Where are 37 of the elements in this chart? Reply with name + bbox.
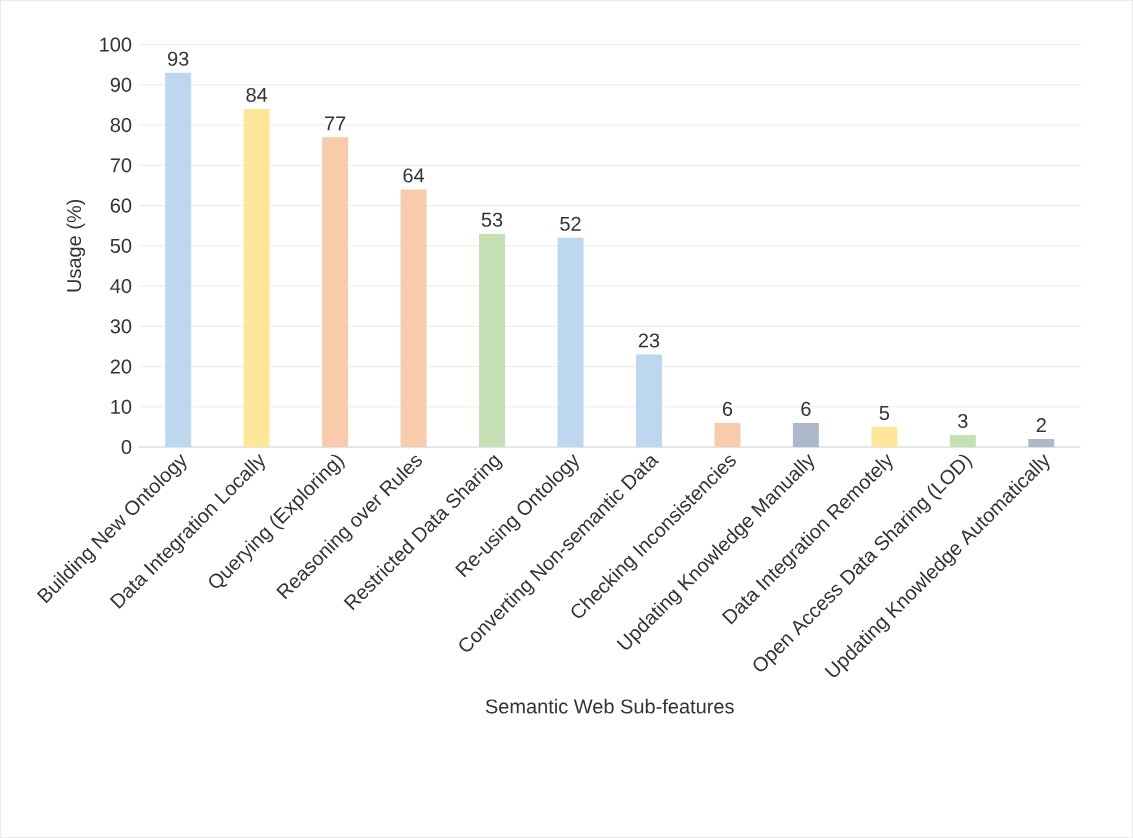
y-tick-label: 10 [111,399,132,414]
y-tick-label: 50 [110,238,132,253]
bar [557,237,584,447]
bar [243,108,270,447]
bar [871,426,898,447]
y-tick-label: 30 [110,319,132,334]
data-label: 52 [560,216,581,231]
bar [479,233,506,447]
bar [165,72,192,447]
y-tick-label: 90 [110,77,132,92]
bar [322,137,349,447]
bar [1028,438,1055,447]
y-tick-label: 40 [110,278,132,294]
y-tick-label: 100 [100,37,132,52]
data-label: 5 [879,405,890,420]
y-tick-label: 80 [110,117,132,133]
data-label: 77 [325,116,346,131]
data-label: 64 [403,168,425,183]
y-axis-title: Usage (%) [66,199,86,292]
data-label: 2 [1036,418,1046,433]
y-tick-label: 20 [110,359,132,374]
data-label: 6 [722,401,733,416]
bar [792,422,819,447]
data-label: 3 [958,413,968,428]
data-label: 6 [801,401,811,416]
x-axis-title: Semantic Web Sub-features [485,698,734,714]
bar [400,189,427,447]
data-label: 93 [168,51,189,66]
data-label: 53 [481,212,503,227]
bar [714,422,741,447]
data-label: 84 [246,87,268,102]
y-tick-label: 0 [121,439,132,455]
bar [949,434,976,447]
bar [635,354,662,447]
data-label: 23 [638,333,660,348]
y-tick-label: 70 [110,158,132,173]
y-tick-label: 60 [110,198,132,213]
